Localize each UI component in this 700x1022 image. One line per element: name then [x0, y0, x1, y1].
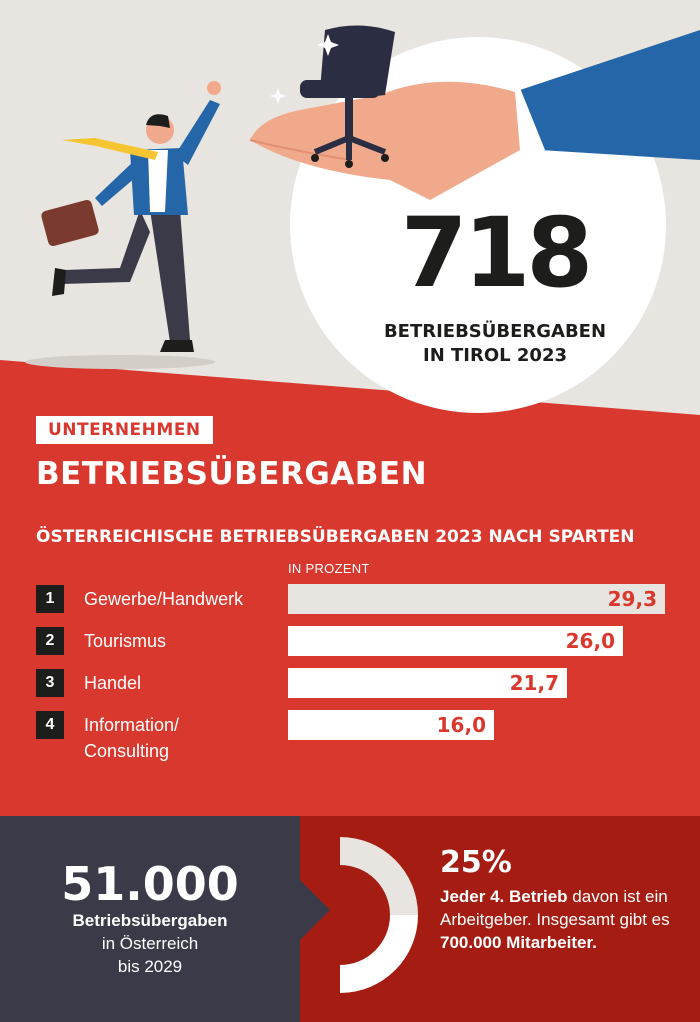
bar-rank: 2	[36, 627, 64, 655]
bar-value-label: 26,0	[565, 629, 615, 653]
headline: BETRIEBSÜBERGABEN	[36, 456, 428, 492]
bar-rank: 3	[36, 669, 64, 697]
bar-rank: 1	[36, 585, 64, 613]
employer-text-body: davon ist ein Arbeitgeber. Insgesamt gib…	[440, 887, 670, 929]
employer-text-bold1: Jeder 4. Betrieb	[440, 887, 568, 906]
hero-number: 718	[400, 197, 593, 309]
bar-category-label-line1: Tourismus	[84, 631, 167, 651]
stat-label-bold: Betriebsübergaben	[72, 911, 228, 930]
bar-value-label: 21,7	[509, 671, 559, 695]
bar-category-label-line1: Information/	[84, 715, 180, 735]
percent-value: 25%	[440, 845, 512, 880]
bar: 29,3	[288, 584, 665, 614]
hero-caption-line2: IN TIROL 2023	[423, 345, 567, 366]
bar-row: 4 Information/Consulting 16,0	[0, 708, 700, 761]
bar-row: 3 Handel 21,7	[0, 666, 700, 700]
stat-label-region: in Österreich	[101, 934, 199, 953]
bar-category-label: Information/Consulting	[84, 712, 179, 764]
stat-label-year: bis 2029	[117, 957, 183, 976]
employer-text-bold2: 700.000 Mitarbeiter.	[440, 933, 597, 952]
donut-segment-rest	[340, 915, 418, 993]
bar-category-label-line2: Consulting	[84, 741, 170, 761]
bar-value-label: 29,3	[607, 587, 657, 611]
bar-row: 2 Tourismus 26,0	[0, 624, 700, 658]
percent-donut	[340, 837, 418, 993]
bar-category-label: Handel	[84, 670, 141, 696]
stat-number: 51.000	[61, 857, 239, 911]
bar: 16,0	[288, 710, 494, 740]
bar-category-label-line1: Handel	[84, 673, 142, 693]
panel-arrow	[300, 880, 330, 940]
hero-caption: BETRIEBSÜBERGABEN IN TIROL 2023	[300, 320, 690, 368]
chart-unit-label: IN PROZENT	[288, 561, 370, 576]
hero-illustration	[0, 0, 700, 440]
bar: 21,7	[288, 668, 567, 698]
donut-segment-employers	[340, 837, 418, 915]
bar-category-label: Tourismus	[84, 628, 166, 654]
bar-row: 1 Gewerbe/Handwerk 29,3	[0, 582, 700, 616]
employer-text: Jeder 4. Betrieb davon ist ein Arbeitgeb…	[440, 885, 690, 954]
bar-category-label: Gewerbe/Handwerk	[84, 586, 243, 612]
bar-value-label: 16,0	[436, 713, 486, 737]
bar: 26,0	[288, 626, 623, 656]
bar-rank: 4	[36, 711, 64, 739]
chart-title: ÖSTERREICHISCHE BETRIEBSÜBERGABEN 2023 N…	[36, 527, 635, 547]
bar-category-label-line1: Gewerbe/Handwerk	[84, 589, 244, 609]
handover-illustration	[0, 0, 700, 415]
hero-caption-line1: BETRIEBSÜBERGABEN	[383, 321, 607, 342]
stat-panel-austria	[0, 816, 330, 1022]
category-tag: UNTERNEHMEN	[36, 416, 213, 444]
